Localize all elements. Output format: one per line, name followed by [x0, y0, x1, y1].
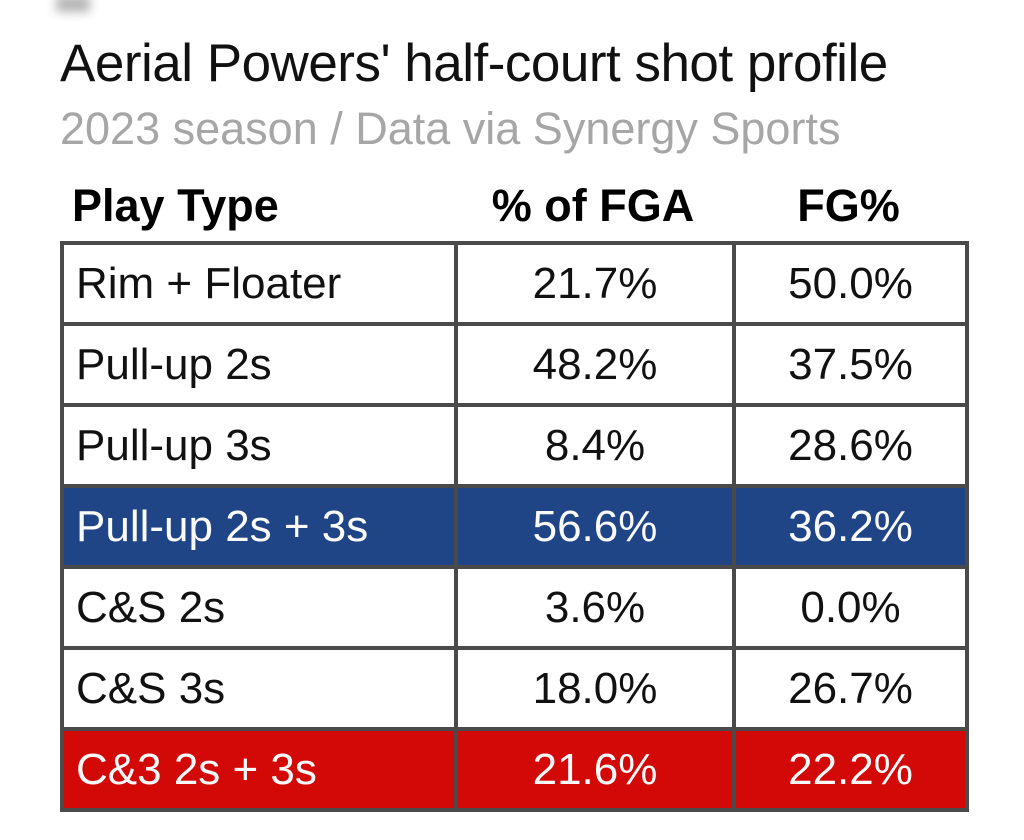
table-row: Pull-up 2s 48.2% 37.5%	[60, 322, 969, 408]
infographic: Aerial Powers' half-court shot profile 2…	[60, 34, 969, 813]
cell-pct-of-fga: 21.6%	[454, 727, 736, 813]
table-row: C&S 3s 18.0% 26.7%	[60, 646, 969, 732]
cell-fg-pct: 50.0%	[732, 241, 969, 327]
cell-pct-of-fga: 48.2%	[454, 322, 736, 408]
cropped-text-artifact	[56, 0, 90, 12]
column-header-play-type: Play Type	[72, 180, 279, 232]
cell-fg-pct: 26.7%	[732, 646, 969, 732]
cell-fg-pct: 22.2%	[732, 727, 969, 813]
cell-play-type: C&3 2s + 3s	[60, 727, 458, 813]
table-row: C&S 2s 3.6% 0.0%	[60, 565, 969, 651]
cell-pct-of-fga: 18.0%	[454, 646, 736, 732]
cell-play-type: Rim + Floater	[60, 241, 458, 327]
cell-pct-of-fga: 56.6%	[454, 484, 736, 570]
cell-pct-of-fga: 3.6%	[454, 565, 736, 651]
table-row-highlight-blue: Pull-up 2s + 3s 56.6% 36.2%	[60, 484, 969, 570]
page-subtitle: 2023 season / Data via Synergy Sports	[60, 103, 841, 155]
cell-play-type: Pull-up 2s	[60, 322, 458, 408]
cell-pct-of-fga: 21.7%	[454, 241, 736, 327]
cell-play-type: Pull-up 3s	[60, 403, 458, 489]
table-header-row: Play Type % of FGA FG%	[60, 183, 965, 228]
column-header-fg-pct: FG%	[797, 180, 900, 232]
cell-pct-of-fga: 8.4%	[454, 403, 736, 489]
cell-play-type: Pull-up 2s + 3s	[60, 484, 458, 570]
table-row: Rim + Floater 21.7% 50.0%	[60, 241, 969, 327]
table-row: Pull-up 3s 8.4% 28.6%	[60, 403, 969, 489]
table-row-highlight-red: C&3 2s + 3s 21.6% 22.2%	[60, 727, 969, 813]
shot-profile-table: Rim + Floater 21.7% 50.0% Pull-up 2s 48.…	[60, 241, 969, 813]
cell-fg-pct: 0.0%	[732, 565, 969, 651]
cell-play-type: C&S 3s	[60, 646, 458, 732]
cell-fg-pct: 37.5%	[732, 322, 969, 408]
cell-play-type: C&S 2s	[60, 565, 458, 651]
column-header-pct-of-fga: % of FGA	[491, 180, 695, 232]
page-title: Aerial Powers' half-court shot profile	[60, 34, 888, 93]
cell-fg-pct: 36.2%	[732, 484, 969, 570]
cell-fg-pct: 28.6%	[732, 403, 969, 489]
